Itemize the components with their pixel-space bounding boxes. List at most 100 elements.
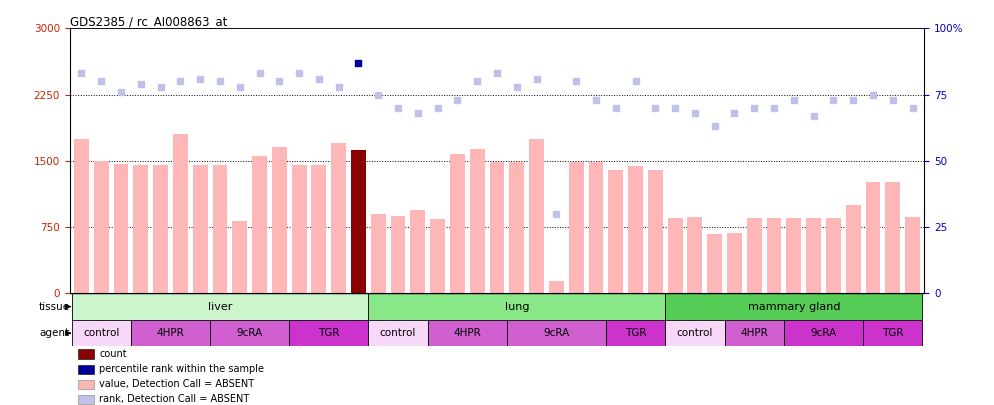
Point — [390, 104, 406, 111]
Bar — [72, 293, 369, 320]
Bar — [507, 320, 605, 346]
Text: TGR: TGR — [625, 328, 646, 338]
Text: count: count — [99, 349, 127, 359]
Bar — [430, 219, 445, 293]
Bar — [213, 165, 228, 293]
Text: lung: lung — [505, 302, 529, 312]
Bar — [252, 156, 267, 293]
Bar — [79, 380, 93, 389]
Bar — [826, 218, 841, 293]
Bar — [233, 221, 248, 293]
Point — [825, 97, 841, 103]
Bar — [351, 150, 366, 293]
Text: 9cRA: 9cRA — [810, 328, 837, 338]
Point — [845, 97, 861, 103]
Bar — [786, 218, 801, 293]
Bar — [470, 149, 485, 293]
Point — [133, 81, 149, 87]
Bar — [371, 214, 386, 293]
Text: 9cRA: 9cRA — [544, 328, 570, 338]
Point — [232, 83, 248, 90]
Bar — [311, 165, 326, 293]
Text: control: control — [380, 328, 416, 338]
Point — [885, 97, 901, 103]
Bar — [569, 162, 583, 293]
Point — [74, 70, 89, 77]
Bar — [74, 139, 88, 293]
Bar — [866, 182, 881, 293]
Point — [786, 97, 802, 103]
Text: control: control — [83, 328, 119, 338]
Point — [707, 123, 723, 130]
Bar — [210, 320, 289, 346]
Bar — [331, 143, 346, 293]
Bar — [588, 162, 603, 293]
Text: tissue: tissue — [39, 302, 70, 312]
Point — [687, 110, 703, 116]
Point — [172, 78, 188, 85]
Point — [569, 78, 584, 85]
Bar — [668, 218, 683, 293]
Point — [429, 104, 445, 111]
Point — [549, 211, 565, 217]
Text: 4HPR: 4HPR — [741, 328, 768, 338]
Point — [647, 104, 663, 111]
Bar — [411, 210, 425, 293]
Bar — [708, 234, 722, 293]
Point — [469, 78, 485, 85]
Bar — [665, 320, 725, 346]
Point — [271, 78, 287, 85]
Bar — [746, 218, 761, 293]
Bar — [766, 218, 781, 293]
Bar — [806, 218, 821, 293]
Point — [311, 75, 327, 82]
Point — [489, 70, 505, 77]
Point — [113, 89, 129, 95]
Bar — [369, 320, 427, 346]
Bar — [79, 350, 93, 358]
Point — [192, 75, 208, 82]
Bar — [79, 364, 93, 374]
Point — [865, 92, 881, 98]
Point — [627, 78, 643, 85]
Bar — [628, 166, 643, 293]
Bar — [688, 217, 703, 293]
Point — [251, 70, 267, 77]
Text: liver: liver — [208, 302, 233, 312]
Point — [93, 78, 109, 85]
Point — [351, 60, 367, 66]
Text: 9cRA: 9cRA — [237, 328, 262, 338]
Text: 4HPR: 4HPR — [157, 328, 184, 338]
Bar — [79, 395, 93, 404]
Bar — [153, 165, 168, 293]
Bar — [886, 182, 901, 293]
Point — [153, 83, 169, 90]
Point — [905, 104, 920, 111]
Bar — [906, 217, 920, 293]
Bar — [784, 320, 863, 346]
Bar — [173, 134, 188, 293]
Bar — [72, 320, 131, 346]
Point — [212, 78, 228, 85]
Point — [449, 97, 465, 103]
Bar — [369, 293, 665, 320]
Point — [746, 104, 762, 111]
Text: TGR: TGR — [318, 328, 340, 338]
Text: mammary gland: mammary gland — [747, 302, 840, 312]
Text: control: control — [677, 328, 713, 338]
Point — [667, 104, 683, 111]
Bar — [272, 147, 286, 293]
Bar — [665, 293, 922, 320]
Bar — [193, 165, 208, 293]
Point — [410, 110, 425, 116]
Bar — [427, 320, 507, 346]
Text: value, Detection Call = ABSENT: value, Detection Call = ABSENT — [99, 379, 254, 389]
Bar — [490, 162, 504, 293]
Point — [529, 75, 545, 82]
Bar — [725, 320, 784, 346]
Bar — [648, 170, 663, 293]
Text: 4HPR: 4HPR — [453, 328, 481, 338]
Point — [291, 70, 307, 77]
Point — [509, 83, 525, 90]
Text: percentile rank within the sample: percentile rank within the sample — [99, 364, 264, 374]
